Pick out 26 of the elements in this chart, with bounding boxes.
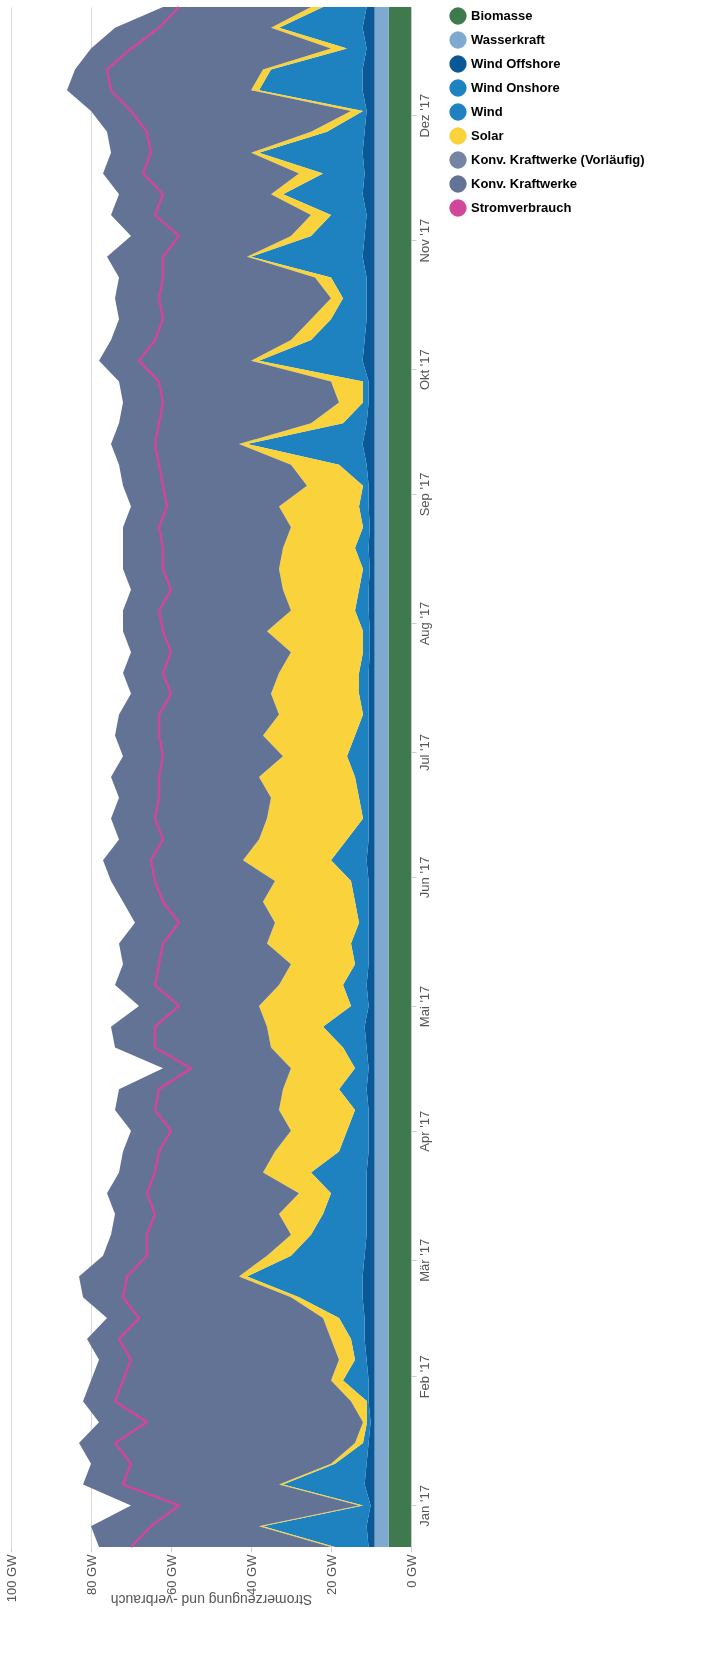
y-tick-label: Jan '17: [416, 1485, 432, 1527]
x-tick-label: 100 GW: [3, 1553, 19, 1603]
y-tick-label: Apr '17: [416, 1110, 432, 1152]
x-tick-label: 0 GW: [403, 1553, 419, 1588]
legend-label: Biomasse: [471, 8, 533, 23]
legend-label: Wasserkraft: [471, 32, 546, 47]
y-tick-label: Nov '17: [416, 218, 432, 263]
y-tick-label: Okt '17: [416, 349, 432, 390]
x-tick-label: 20 GW: [323, 1553, 339, 1595]
y-tick-label: Aug '17: [416, 601, 432, 646]
y-tick-label: Feb '17: [416, 1355, 432, 1399]
x-tick-label: 80 GW: [83, 1553, 99, 1595]
legend-label: Solar: [471, 128, 504, 143]
legend-label: Konv. Kraftwerke: [471, 176, 577, 191]
y-tick-label: Mär '17: [416, 1238, 432, 1282]
y-tick-label: Dez '17: [416, 93, 432, 138]
y-tick-label: Sep '17: [416, 472, 432, 517]
x-tick-label: 60 GW: [163, 1553, 179, 1595]
y-tick-label: Mai '17: [416, 985, 432, 1028]
legend-label: Wind Onshore: [471, 80, 560, 95]
legend-label: Konv. Kraftwerke (Vorläufig): [471, 152, 645, 167]
legend-label: Stromverbrauch: [471, 200, 572, 215]
y-tick-label: Jul '17: [416, 733, 432, 772]
legend-label: Wind: [471, 104, 503, 119]
legend-label: Wind Offshore: [471, 56, 561, 71]
y-tick-label: Jun '17: [416, 856, 432, 899]
